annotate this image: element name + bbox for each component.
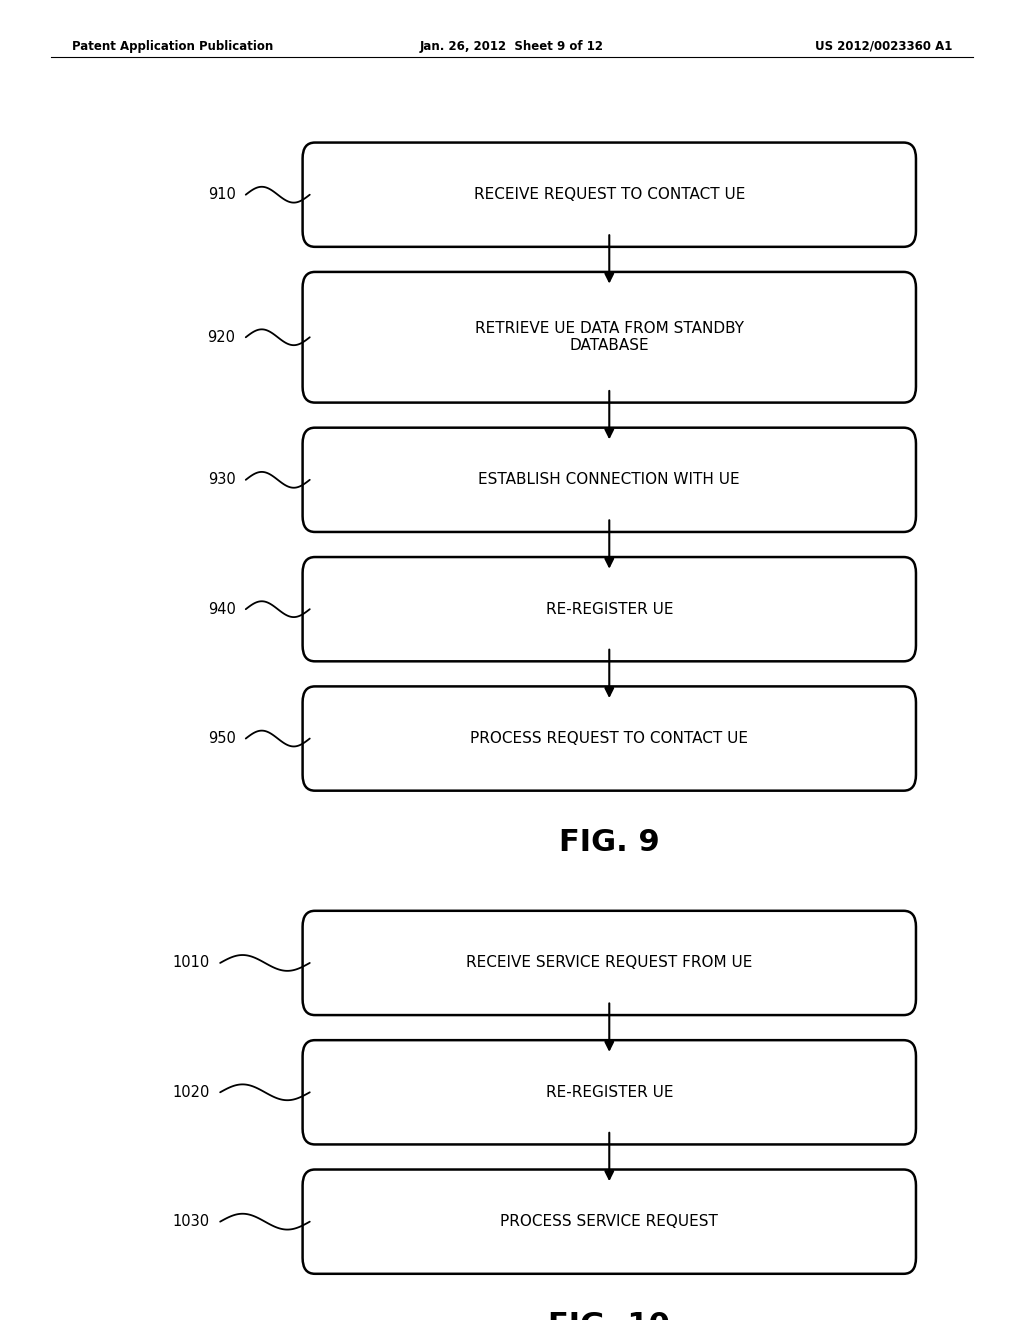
Text: RECEIVE SERVICE REQUEST FROM UE: RECEIVE SERVICE REQUEST FROM UE: [466, 956, 753, 970]
Text: 1010: 1010: [173, 956, 210, 970]
Text: FIG. 9: FIG. 9: [559, 828, 659, 857]
Text: US 2012/0023360 A1: US 2012/0023360 A1: [815, 40, 952, 53]
Text: 910: 910: [208, 187, 236, 202]
FancyBboxPatch shape: [303, 428, 915, 532]
Text: 950: 950: [208, 731, 236, 746]
Text: 1020: 1020: [173, 1085, 210, 1100]
Text: 930: 930: [208, 473, 236, 487]
Text: PROCESS REQUEST TO CONTACT UE: PROCESS REQUEST TO CONTACT UE: [470, 731, 749, 746]
Text: ESTABLISH CONNECTION WITH UE: ESTABLISH CONNECTION WITH UE: [478, 473, 740, 487]
Text: Jan. 26, 2012  Sheet 9 of 12: Jan. 26, 2012 Sheet 9 of 12: [420, 40, 604, 53]
FancyBboxPatch shape: [303, 557, 915, 661]
Text: RE-REGISTER UE: RE-REGISTER UE: [546, 602, 673, 616]
Text: 920: 920: [208, 330, 236, 345]
Text: Patent Application Publication: Patent Application Publication: [72, 40, 273, 53]
FancyBboxPatch shape: [303, 1170, 915, 1274]
Text: 1030: 1030: [173, 1214, 210, 1229]
Text: FIG. 10: FIG. 10: [548, 1311, 671, 1320]
Text: PROCESS SERVICE REQUEST: PROCESS SERVICE REQUEST: [501, 1214, 718, 1229]
Text: RE-REGISTER UE: RE-REGISTER UE: [546, 1085, 673, 1100]
FancyBboxPatch shape: [303, 272, 915, 403]
Text: RETRIEVE UE DATA FROM STANDBY
DATABASE: RETRIEVE UE DATA FROM STANDBY DATABASE: [475, 321, 743, 354]
Text: RECEIVE REQUEST TO CONTACT UE: RECEIVE REQUEST TO CONTACT UE: [473, 187, 745, 202]
FancyBboxPatch shape: [303, 686, 915, 791]
FancyBboxPatch shape: [303, 1040, 915, 1144]
FancyBboxPatch shape: [303, 911, 915, 1015]
FancyBboxPatch shape: [303, 143, 915, 247]
Text: 940: 940: [208, 602, 236, 616]
